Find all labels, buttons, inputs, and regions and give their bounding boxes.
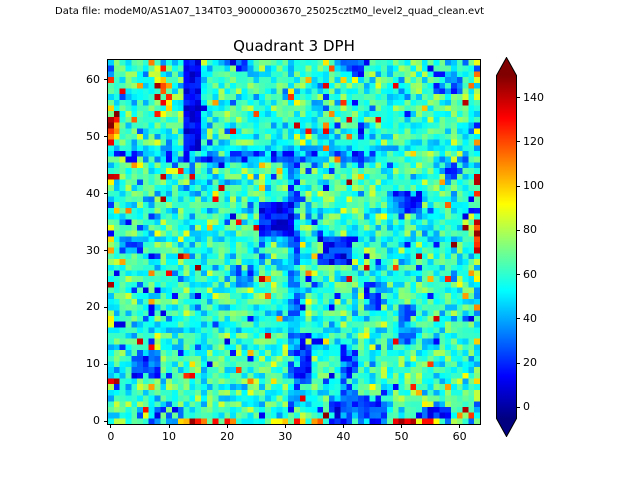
x-tick-label: 10 — [162, 430, 177, 443]
chart-title: Quadrant 3 DPH — [233, 37, 355, 55]
x-tick-mark — [284, 425, 286, 428]
y-tick-mark — [104, 306, 107, 308]
colorbar — [496, 57, 517, 437]
x-tick-label: 20 — [220, 430, 235, 443]
colorbar-tick-label: 0 — [523, 400, 530, 414]
x-tick-label: 30 — [278, 430, 293, 443]
y-tick-label: 30 — [86, 243, 100, 257]
x-tick-label: 40 — [336, 430, 351, 443]
y-tick-mark — [104, 250, 107, 252]
colorbar-tick-label: 40 — [523, 311, 537, 325]
colorbar-tick-mark — [517, 141, 520, 143]
x-tick-mark — [168, 425, 170, 428]
colorbar-tick-label: 20 — [523, 356, 537, 370]
colorbar-tick-mark — [517, 97, 520, 99]
y-tick-mark — [104, 420, 107, 422]
colorbar-tick-mark — [517, 274, 520, 276]
data-file-label: Data file: modeM0/AS1A07_134T03_90000036… — [55, 6, 485, 17]
colorbar-tick-mark — [517, 229, 520, 231]
y-tick-mark — [104, 79, 107, 81]
y-tick-label: 50 — [86, 129, 100, 143]
x-tick-mark — [401, 425, 403, 428]
colorbar-tick-mark — [517, 318, 520, 320]
colorbar-gradient — [496, 75, 517, 419]
heatmap-canvas — [108, 60, 480, 424]
x-tick-label: 60 — [452, 430, 467, 443]
x-tick-mark — [459, 425, 461, 428]
colorbar-tick-label: 100 — [523, 179, 544, 193]
colorbar-tick-mark — [517, 406, 520, 408]
x-tick-mark — [226, 425, 228, 428]
x-tick-label: 50 — [394, 430, 409, 443]
colorbar-tick-label: 120 — [523, 134, 544, 148]
x-tick-mark — [110, 425, 112, 428]
y-tick-label: 10 — [86, 357, 100, 371]
plot-area — [107, 59, 481, 425]
colorbar-tick-label: 60 — [523, 267, 537, 281]
y-tick-mark — [104, 136, 107, 138]
colorbar-tick-mark — [517, 185, 520, 187]
colorbar-tick-mark — [517, 362, 520, 364]
y-tick-mark — [104, 363, 107, 365]
colorbar-outline — [496, 57, 517, 437]
x-tick-label: 0 — [107, 430, 115, 443]
colorbar-tick-label: 140 — [523, 90, 544, 104]
colorbar-tick-label: 80 — [523, 223, 537, 237]
y-tick-label: 20 — [86, 300, 100, 314]
colorbar-extend-min-arrow — [496, 418, 517, 437]
colorbar-extend-max-arrow — [496, 57, 517, 76]
y-tick-mark — [104, 193, 107, 195]
y-tick-label: 40 — [86, 186, 100, 200]
y-tick-label: 0 — [93, 414, 100, 428]
x-tick-mark — [342, 425, 344, 428]
y-tick-label: 60 — [86, 72, 100, 86]
